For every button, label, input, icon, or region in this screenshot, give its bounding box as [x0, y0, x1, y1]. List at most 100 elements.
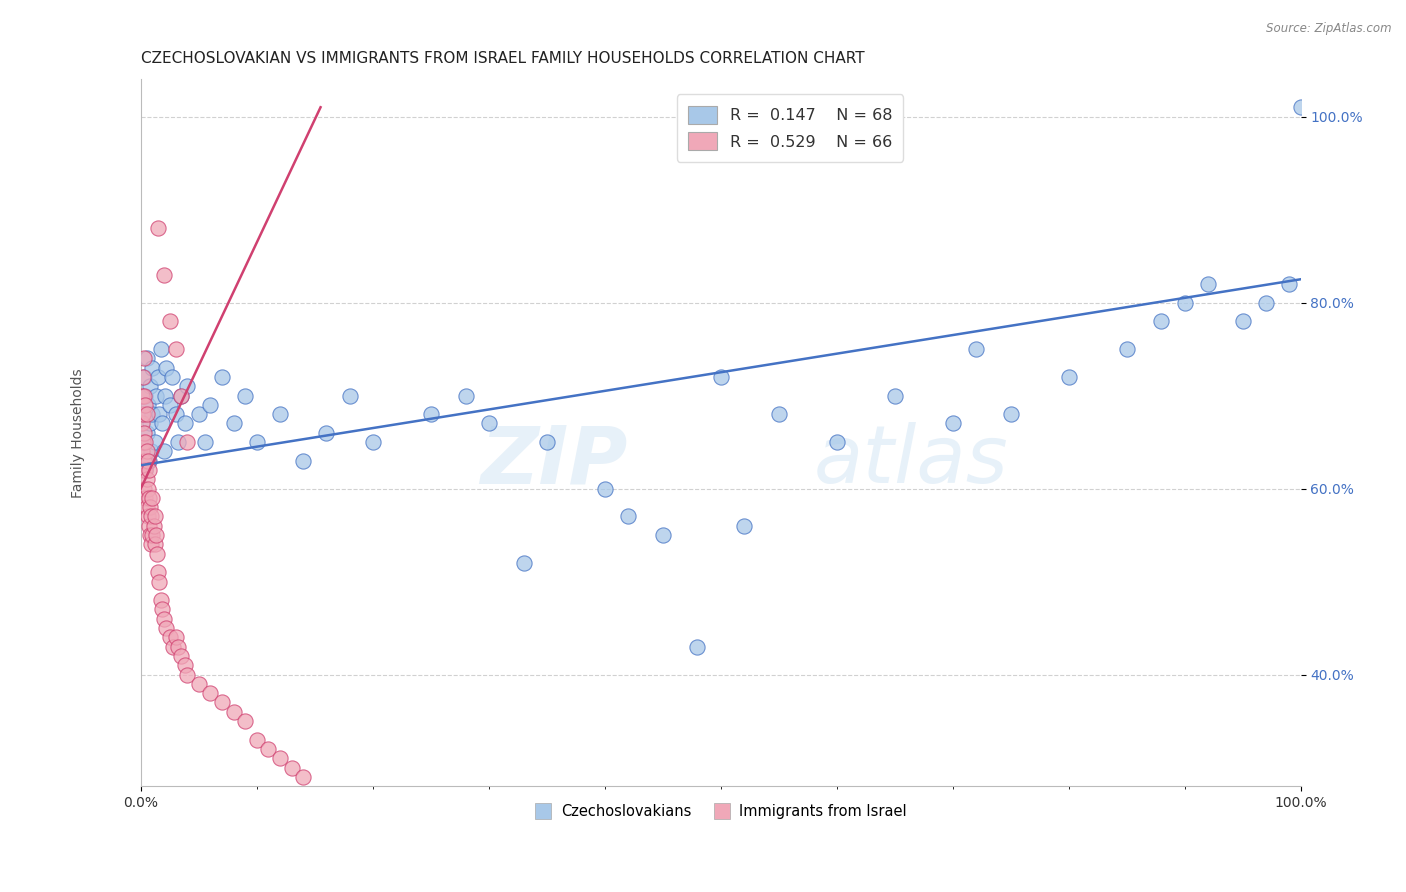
Point: [167, 640, 190, 654]
Point: [148, 221, 170, 235]
Point: [138, 491, 160, 505]
Point: [134, 453, 156, 467]
Point: [132, 435, 155, 450]
Point: [138, 518, 160, 533]
Point: [131, 388, 153, 402]
Point: [1174, 295, 1197, 310]
Point: [135, 351, 157, 366]
Point: [148, 407, 170, 421]
Point: [153, 268, 176, 282]
Point: [134, 463, 156, 477]
Point: [222, 705, 245, 719]
Point: [136, 482, 159, 496]
Point: [134, 388, 156, 402]
Point: [145, 528, 167, 542]
Point: [134, 407, 156, 421]
Point: [269, 751, 291, 765]
Point: [141, 444, 163, 458]
Point: [454, 388, 477, 402]
Point: [617, 509, 640, 524]
Point: [143, 537, 166, 551]
Point: [153, 388, 176, 402]
Point: [134, 425, 156, 440]
Point: [141, 407, 163, 421]
Point: [150, 602, 173, 616]
Point: [143, 509, 166, 524]
Point: [165, 630, 187, 644]
Point: [143, 435, 166, 450]
Point: [159, 398, 181, 412]
Point: [159, 630, 181, 644]
Y-axis label: Family Households: Family Households: [72, 368, 86, 498]
Point: [651, 528, 673, 542]
Point: [134, 463, 156, 477]
Point: [136, 509, 159, 524]
Point: [148, 574, 170, 589]
Point: [132, 435, 155, 450]
Point: [138, 453, 160, 467]
Point: [733, 518, 755, 533]
Point: [246, 435, 269, 450]
Point: [135, 444, 157, 458]
Text: Source: ZipAtlas.com: Source: ZipAtlas.com: [1267, 22, 1392, 36]
Point: [134, 482, 156, 496]
Point: [883, 388, 905, 402]
Point: [139, 379, 162, 393]
Point: [146, 547, 169, 561]
Point: [176, 435, 198, 450]
Point: [170, 388, 193, 402]
Point: [710, 370, 733, 384]
Point: [162, 640, 184, 654]
Point: [211, 695, 233, 709]
Point: [593, 482, 616, 496]
Point: [135, 500, 157, 515]
Point: [139, 417, 162, 431]
Point: [176, 667, 198, 681]
Point: [768, 407, 790, 421]
Point: [170, 648, 193, 663]
Point: [132, 370, 155, 384]
Point: [478, 417, 501, 431]
Text: ZIP: ZIP: [481, 422, 628, 500]
Point: [139, 528, 162, 542]
Point: [134, 435, 156, 450]
Point: [246, 732, 269, 747]
Point: [1197, 277, 1219, 291]
Point: [141, 509, 163, 524]
Point: [142, 518, 165, 533]
Point: [134, 370, 156, 384]
Point: [132, 407, 155, 421]
Point: [145, 388, 167, 402]
Point: [1000, 407, 1022, 421]
Point: [280, 760, 302, 774]
Point: [233, 388, 256, 402]
Point: [292, 770, 315, 784]
Point: [134, 491, 156, 505]
Point: [292, 453, 315, 467]
Point: [153, 444, 176, 458]
Point: [222, 417, 245, 431]
Point: [141, 537, 163, 551]
Point: [135, 472, 157, 486]
Point: [131, 444, 153, 458]
Point: [173, 658, 195, 673]
Point: [136, 453, 159, 467]
Point: [134, 398, 156, 412]
Point: [167, 435, 190, 450]
Point: [150, 417, 173, 431]
Point: [315, 425, 337, 440]
Text: CZECHOSLOVAKIAN VS IMMIGRANTS FROM ISRAEL FAMILY HOUSEHOLDS CORRELATION CHART: CZECHOSLOVAKIAN VS IMMIGRANTS FROM ISRAE…: [141, 51, 865, 66]
Point: [1150, 314, 1173, 328]
Point: [512, 556, 534, 570]
Text: atlas: atlas: [814, 422, 1008, 500]
Point: [200, 398, 222, 412]
Point: [160, 370, 183, 384]
Point: [141, 360, 163, 375]
Point: [233, 714, 256, 728]
Point: [148, 370, 170, 384]
Point: [419, 407, 441, 421]
Point: [136, 398, 159, 412]
Point: [257, 742, 280, 756]
Point: [155, 621, 177, 635]
Point: [211, 370, 233, 384]
